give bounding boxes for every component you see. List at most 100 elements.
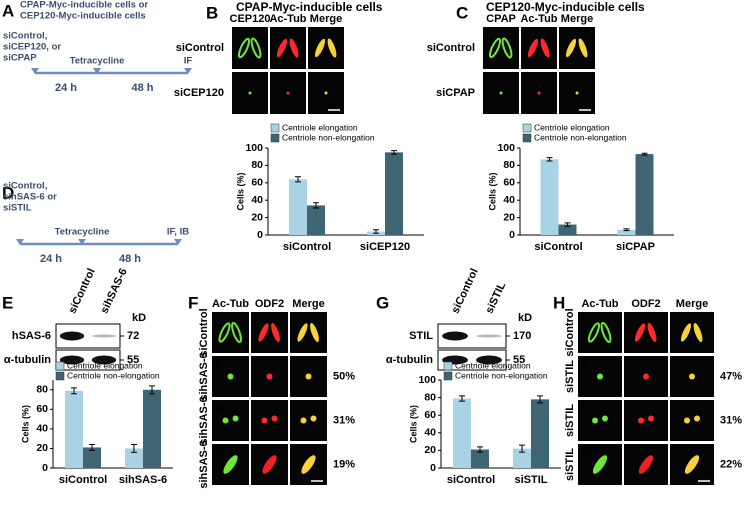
bar (125, 448, 143, 468)
bar (307, 205, 325, 235)
row-index: i (216, 316, 219, 327)
panel-label: C (456, 3, 468, 22)
panel-label: G (376, 293, 389, 312)
scale-bar-label: 1μm (696, 469, 712, 478)
bar (558, 224, 577, 235)
centriole (602, 415, 608, 422)
header-line: CPAP-Myc-inducible cells or (20, 0, 148, 11)
column-header: CPAP (486, 13, 516, 25)
blot-band (476, 355, 502, 365)
x-tick-label: siCPAP (616, 241, 655, 253)
micrograph (578, 400, 622, 441)
y-tick-label: 0 (257, 229, 263, 241)
legend-swatch (55, 371, 65, 381)
scale-bar-label: 2μm (577, 98, 593, 107)
y-tick-label: 80 (503, 159, 515, 171)
treatment-line: sihSAS-6 or (3, 192, 57, 203)
bar (531, 399, 549, 468)
band-size: 55 (513, 354, 525, 366)
micrograph (212, 400, 249, 441)
blot-band (476, 334, 502, 338)
y-tick-label: 20 (424, 444, 436, 456)
x-tick-label: siControl (59, 474, 107, 486)
row-label: sihSAS-6 (198, 352, 210, 400)
centriole (297, 323, 308, 342)
micrograph (483, 27, 519, 69)
centriole (310, 415, 317, 422)
legend-label: Centriole non-elongation (534, 132, 627, 142)
centriole (286, 91, 290, 95)
legend-swatch (522, 123, 532, 133)
micrograph (624, 312, 668, 353)
column-header: ODF2 (255, 298, 284, 310)
centriole (258, 323, 269, 342)
blot-band (59, 331, 85, 341)
legend-swatch (270, 133, 280, 143)
y-tick-label: 60 (424, 409, 436, 421)
panel-label: D (2, 183, 14, 202)
x-tick-label: siSTIL (514, 474, 547, 486)
legend-label: Centriole elongation (67, 360, 143, 370)
y-tick-label: 20 (503, 211, 515, 223)
lane-label: sihSAS-6 (98, 267, 129, 316)
bar (453, 398, 471, 468)
centriole (227, 373, 234, 380)
error-bar (373, 229, 379, 234)
legend-swatch (522, 133, 532, 143)
micrograph (308, 27, 344, 69)
centriole (266, 373, 273, 380)
centriole (693, 323, 703, 342)
centriole (638, 417, 644, 424)
error-bar (537, 395, 543, 404)
scale-bar-label: 1μm (309, 469, 325, 478)
legend-label: Centriole non-elongation (282, 132, 375, 142)
panel-label: F (188, 293, 198, 312)
centriole (537, 91, 541, 95)
y-tick-label: 0 (430, 462, 436, 474)
centriole (222, 417, 229, 424)
centriole (527, 38, 539, 58)
panel-title: CEP120-Myc-inducible cells (486, 0, 645, 14)
column-header: Merge (561, 13, 593, 25)
error-bar (519, 444, 525, 453)
centriole (232, 415, 239, 422)
time-marker (184, 68, 192, 74)
readout-label: IF, IB (167, 227, 189, 238)
band-name: α-tubulin (4, 354, 51, 366)
centriole (597, 373, 603, 380)
error-bar (295, 176, 301, 183)
header-line: CEP120-Myc-inducible cells (20, 11, 146, 22)
row-label: siControl (427, 42, 475, 54)
column-header: Ac-Tub (581, 298, 618, 310)
time-marker (16, 239, 24, 245)
bar (617, 229, 636, 235)
legend-swatch (443, 361, 453, 371)
percentage: 31% (333, 414, 355, 426)
panel-label: H (553, 293, 565, 312)
centriole (689, 373, 695, 380)
band-name: α-tubulin (386, 354, 433, 366)
y-tick-label: 60 (36, 403, 48, 415)
y-tick-label: 40 (251, 194, 263, 206)
bar (635, 154, 654, 235)
centriole (638, 455, 654, 474)
micrograph (521, 27, 557, 69)
percentage: 22% (720, 458, 742, 470)
panel-label: A (2, 1, 14, 20)
row-index: iii (582, 404, 591, 415)
centriole (231, 322, 242, 343)
y-tick-label: 80 (424, 391, 436, 403)
centriole (305, 373, 312, 380)
blot-band (91, 355, 117, 365)
bar (540, 159, 559, 235)
bar (471, 449, 489, 468)
y-axis-label: Cells (%) (20, 405, 30, 443)
band-size: 72 (127, 330, 139, 342)
treatment-line: siCPAP (3, 53, 37, 64)
drug-label: Tetracycline (70, 56, 125, 67)
centriole (694, 415, 700, 422)
row-index: iii (216, 404, 225, 415)
treatment-line: siSTIL (3, 203, 32, 214)
row-label: siCPAP (436, 87, 475, 99)
centriole (600, 322, 612, 343)
